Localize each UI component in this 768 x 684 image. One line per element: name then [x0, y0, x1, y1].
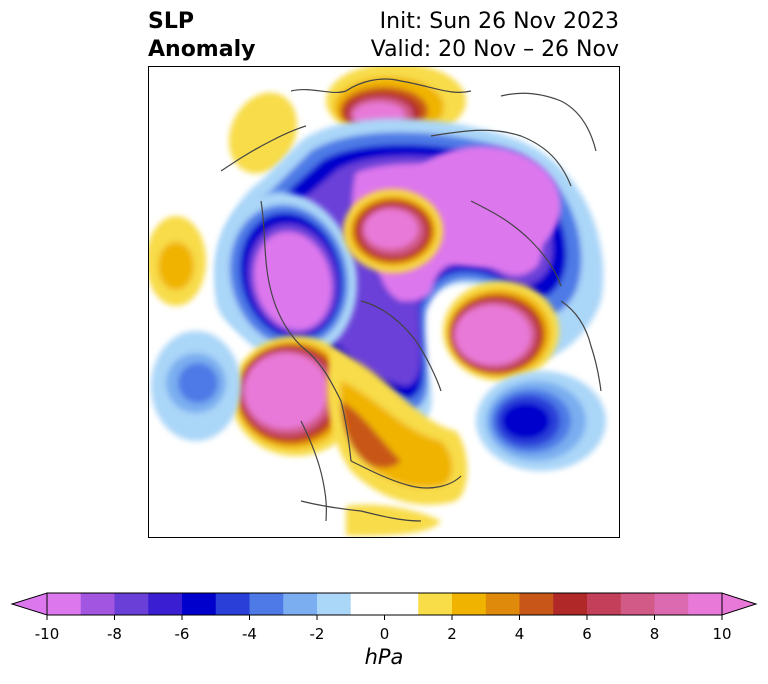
colorbar-tick-label: -10	[34, 625, 60, 643]
colorbar-segment	[47, 593, 82, 615]
colorbar-segment	[688, 593, 723, 615]
colorbar-segment	[249, 593, 284, 615]
anomaly-low-east-pacific	[476, 371, 606, 471]
colorbar-tick-label: 8	[649, 625, 660, 643]
colorbar	[10, 592, 758, 620]
colorbar-segment	[114, 593, 149, 615]
map-panel	[148, 66, 620, 538]
anomaly-high-pacific	[443, 281, 559, 381]
anomaly-high-west-edge	[149, 216, 206, 306]
colorbar-extend-min	[10, 592, 48, 616]
colorbar-segment	[384, 593, 419, 615]
colorbar-segment	[215, 593, 250, 615]
colorbar-tick-label: -4	[242, 625, 257, 643]
anomaly-map	[149, 67, 606, 536]
colorbar-segment	[587, 593, 622, 615]
colorbar-segment	[418, 593, 453, 615]
colorbar-tick-label: 10	[712, 625, 732, 643]
colorbar-segment	[654, 593, 689, 615]
valid-label: Valid: 20 Nov – 26 Nov	[370, 37, 619, 62]
anomaly-low-west-atlantic	[151, 331, 241, 441]
colorbar-segment	[148, 593, 183, 615]
colorbar-segment	[519, 593, 554, 615]
colorbar-segment	[80, 593, 115, 615]
colorbar-segment	[317, 593, 352, 615]
chart-title: SLP Anomaly	[148, 8, 255, 64]
anomaly-high-arctic	[343, 189, 443, 273]
colorbar-tick-label: -2	[309, 625, 325, 643]
title-line-2: Anomaly	[148, 37, 256, 62]
colorbar-tick-label: 2	[447, 625, 457, 643]
anomaly-low-canada	[214, 191, 358, 361]
colorbar-segment	[485, 593, 520, 615]
colorbar-tick-label: -8	[107, 625, 122, 643]
colorbar-tick-label: 6	[582, 625, 592, 643]
colorbar-segment	[182, 593, 217, 615]
colorbar-segment	[283, 593, 318, 615]
colorbar-segment	[620, 593, 655, 615]
colorbar-segment	[553, 593, 588, 615]
coastlines	[220, 78, 602, 522]
colorbar-segment	[452, 593, 487, 615]
colorbar-tick-label: 4	[514, 625, 525, 643]
anomaly-high-northwest	[228, 92, 298, 174]
chart-subtitle: Init: Sun 26 Nov 2023 Valid: 20 Nov – 26…	[371, 8, 619, 64]
colorbar-tick-label: 0	[379, 625, 390, 643]
colorbar-segment	[350, 593, 385, 615]
init-label: Init: Sun 26 Nov 2023	[379, 9, 619, 34]
colorbar-tick-label: -6	[174, 625, 190, 643]
colorbar-unit-label: hPa	[364, 645, 404, 669]
title-line-1: SLP	[148, 9, 194, 34]
colorbar-extend-max	[721, 592, 758, 616]
